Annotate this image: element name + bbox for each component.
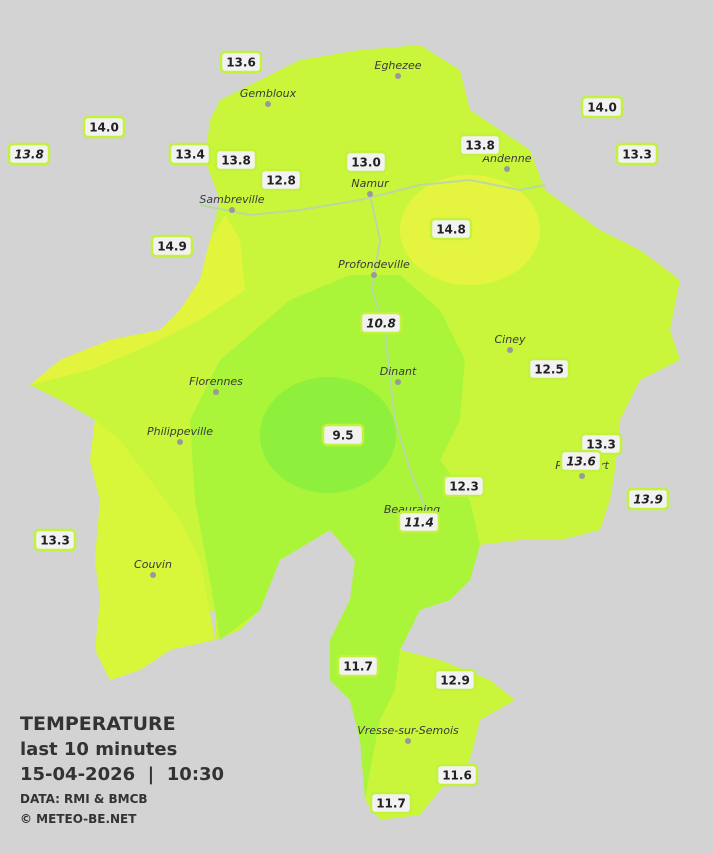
station-box: [429, 217, 473, 241]
station-value: 12.9: [440, 674, 470, 688]
station-box: [433, 668, 477, 692]
station-box: [359, 311, 403, 335]
town-dot: [150, 572, 156, 578]
town-label: Profondeville: [338, 258, 410, 271]
station-box: [7, 142, 51, 166]
warm-zone: [30, 215, 245, 385]
station-box: [369, 791, 413, 815]
station-value: 12.8: [266, 174, 296, 188]
station-value: 14.0: [89, 121, 119, 135]
station-box: [527, 357, 571, 381]
river: [199, 178, 546, 217]
station-value: 13.4: [175, 148, 205, 162]
river: [369, 194, 431, 521]
town-dot: [371, 272, 377, 278]
station-box: [626, 487, 670, 511]
town-dot: [507, 347, 513, 353]
station-box: [321, 423, 365, 447]
town-dot: [229, 207, 235, 213]
station-value: 14.9: [157, 240, 187, 254]
subtitle: last 10 minutes: [20, 739, 177, 760]
station-box: [442, 474, 486, 498]
station-value: 13.3: [586, 438, 616, 452]
town-label: Dinant: [380, 365, 417, 378]
station-box: [458, 133, 502, 157]
town-dot: [405, 738, 411, 744]
town-label: Namur: [351, 177, 390, 190]
station-box: [219, 50, 263, 74]
town-dot: [177, 439, 183, 445]
station-box: [435, 763, 479, 787]
station-value: 12.5: [534, 363, 564, 377]
station-value: 13.8: [465, 139, 495, 153]
town-label: Florennes: [189, 375, 243, 388]
town-label: Gembloux: [240, 87, 297, 100]
town-dot: [504, 166, 510, 172]
station-box: [214, 148, 258, 172]
station-value: 13.8: [221, 154, 251, 168]
station-value: 10.8: [366, 317, 396, 331]
town-dot: [579, 473, 585, 479]
station-box: [82, 115, 126, 139]
station-value: 14.0: [587, 101, 617, 115]
station-box: [580, 95, 624, 119]
station-value: 13.8: [14, 148, 44, 162]
station-box: [150, 234, 194, 258]
station-box: [559, 449, 603, 473]
station-value: 13.6: [566, 455, 596, 469]
town-dot: [395, 379, 401, 385]
station-value: 13.3: [40, 534, 70, 548]
datetime: 15-04-2026 | 10:30: [20, 764, 224, 785]
town-dot: [367, 191, 373, 197]
town-dot: [395, 73, 401, 79]
station-value: 13.9: [633, 493, 663, 507]
station-value: 11.7: [343, 660, 373, 674]
station-box: [397, 510, 441, 534]
town-label: Couvin: [134, 558, 172, 571]
town-label: Ciney: [495, 333, 526, 346]
station-box: [33, 528, 77, 552]
credit: © METEO-BE.NET: [20, 812, 137, 826]
town-label: Sambreville: [199, 193, 264, 206]
town-dot: [265, 101, 271, 107]
town-label: Eghezee: [375, 59, 422, 72]
station-value: 11.4: [404, 516, 434, 530]
station-value: 13.6: [226, 56, 256, 70]
station-box: [344, 150, 388, 174]
title: TEMPERATURE: [20, 713, 176, 735]
station-box: [336, 654, 380, 678]
town-label: Vresse-sur-Semois: [357, 724, 459, 737]
warm-zone: [90, 420, 215, 680]
station-value: 13.3: [622, 148, 652, 162]
station-value: 11.7: [376, 797, 406, 811]
station-box: [615, 142, 659, 166]
town-label: Philippeville: [147, 425, 213, 438]
town-dot: [213, 389, 219, 395]
station-box: [259, 168, 303, 192]
station-value: 9.5: [332, 429, 353, 443]
cool-zone: [190, 275, 480, 800]
station-value: 12.3: [449, 480, 479, 494]
station-value: 11.6: [442, 769, 472, 783]
station-value: 14.8: [436, 223, 466, 237]
station-value: 13.0: [351, 156, 381, 170]
station-box: [168, 142, 212, 166]
source: DATA: RMI & BMCB: [20, 792, 148, 806]
